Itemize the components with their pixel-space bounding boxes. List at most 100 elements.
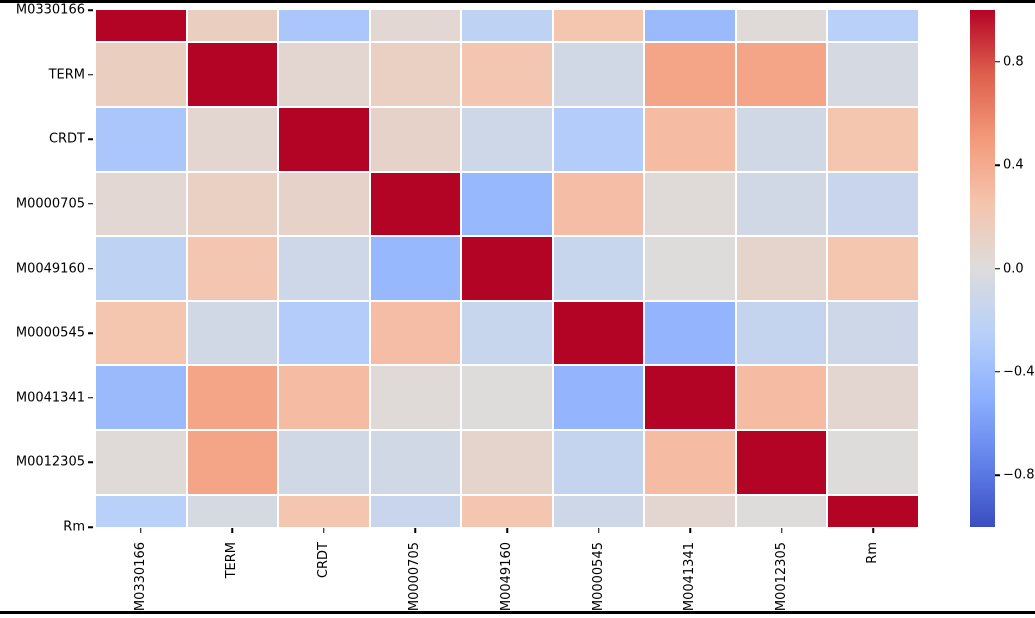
heatmap-cell: [187, 10, 278, 42]
colorbar-tick-mark: [995, 60, 1000, 63]
heatmap-cell: [96, 237, 186, 300]
colorbar-tick-mark: [995, 371, 1000, 373]
heatmap-cell: [828, 172, 918, 236]
heatmap-cell: [553, 431, 644, 494]
heatmap-cell: [279, 43, 369, 106]
heatmap-cell: [96, 172, 186, 236]
heatmap-cell: [279, 495, 369, 527]
heatmap-cell: [553, 172, 644, 236]
heatmap-cell: [187, 301, 278, 365]
heatmap-cell: [553, 366, 644, 430]
heatmap-cell: [736, 10, 827, 42]
y-tick-mark: [88, 9, 93, 11]
heatmap-cell: [645, 431, 735, 494]
heatmap-cell: [553, 107, 644, 171]
heatmap-cell: [462, 43, 552, 106]
heatmap-plot-area: [95, 10, 919, 527]
heatmap-cell: [462, 366, 552, 430]
y-tick-label: CRDT: [48, 131, 85, 147]
colorbar-tick-mark: [995, 164, 1000, 166]
heatmap-cell: [96, 366, 186, 430]
y-tick-label: M0049160: [15, 261, 85, 276]
heatmap-cell: [279, 237, 369, 300]
heatmap-cell: [279, 10, 369, 42]
heatmap-cell: [96, 107, 186, 171]
heatmap-cell: [645, 237, 735, 300]
heatmap-cell: [828, 366, 918, 430]
y-tick-label: M0330166: [15, 2, 85, 18]
y-tick-mark: [88, 267, 93, 270]
heatmap-cell: [96, 43, 186, 106]
y-tick-mark: [88, 73, 93, 76]
heatmap-cell: [370, 107, 461, 171]
heatmap-cell: [553, 237, 644, 300]
y-tick-label: M0041341: [15, 390, 85, 406]
heatmap-cell: [736, 107, 827, 171]
heatmap-cell: [279, 172, 369, 236]
y-tick-label: M0000705: [15, 196, 85, 212]
heatmap-cell: [645, 107, 735, 171]
y-tick-mark: [88, 203, 93, 205]
heatmap-cell: [96, 495, 186, 527]
heatmap-cell: [187, 237, 278, 300]
heatmap-cell: [736, 366, 827, 430]
y-tick-label: M0012305: [15, 454, 85, 470]
heatmap-cell: [462, 10, 552, 42]
colorbar-tick-label: 0.4: [1003, 157, 1024, 173]
x-tick-mark: [323, 528, 325, 533]
bottom-rule: [0, 611, 1035, 614]
x-tick-mark: [872, 528, 874, 533]
heatmap-cell: [828, 431, 918, 494]
heatmap-cell: [736, 43, 827, 106]
heatmap-cell: [736, 431, 827, 494]
heatmap-cell: [828, 301, 918, 365]
colorbar-tick-mark: [995, 267, 1000, 270]
heatmap-cell: [645, 10, 735, 42]
x-tick-mark: [140, 528, 142, 533]
heatmap-cell: [462, 107, 552, 171]
heatmap-cell: [828, 10, 918, 42]
heatmap-cell: [736, 237, 827, 300]
x-tick-mark: [689, 528, 691, 533]
heatmap-cell: [828, 237, 918, 300]
x-tick-mark: [414, 528, 417, 533]
heatmap-cell: [736, 301, 827, 365]
heatmap-cell: [462, 301, 552, 365]
x-tick-mark: [597, 528, 600, 533]
heatmap-cell: [736, 495, 827, 527]
x-tick-mark: [780, 528, 783, 533]
colorbar-tick-label: −0.8: [1003, 467, 1035, 483]
heatmap-cell: [370, 431, 461, 494]
heatmap-cell: [279, 366, 369, 430]
heatmap-cell: [553, 495, 644, 527]
colorbar-tick-label: −0.4: [1003, 364, 1035, 380]
heatmap-cell: [553, 43, 644, 106]
y-tick-label: M0000545: [15, 325, 85, 341]
heatmap-cell: [96, 431, 186, 494]
x-tick-mark: [506, 528, 508, 533]
heatmap-cell: [553, 10, 644, 42]
heatmap-cell: [187, 107, 278, 171]
y-tick-mark: [88, 397, 93, 399]
heatmap-cell: [462, 172, 552, 236]
colorbar: [970, 10, 995, 527]
heatmap-cell: [187, 431, 278, 494]
heatmap-cell: [96, 301, 186, 365]
top-rule: [0, 0, 1035, 3]
heatmap-cell: [370, 10, 461, 42]
heatmap-cell: [370, 43, 461, 106]
heatmap-cell: [370, 366, 461, 430]
heatmap-cell: [187, 172, 278, 236]
colorbar-tick-label: 0.0: [1003, 261, 1024, 276]
heatmap-cell: [645, 172, 735, 236]
y-tick-label: Rm: [63, 519, 85, 535]
heatmap-cell: [645, 43, 735, 106]
heatmap-cell: [370, 495, 461, 527]
heatmap-cell: [370, 237, 461, 300]
heatmap-cell: [645, 366, 735, 430]
heatmap-cell: [462, 495, 552, 527]
heatmap-cell: [187, 43, 278, 106]
heatmap-cell: [370, 301, 461, 365]
heatmap-cell: [828, 107, 918, 171]
x-tick-mark: [231, 528, 234, 533]
